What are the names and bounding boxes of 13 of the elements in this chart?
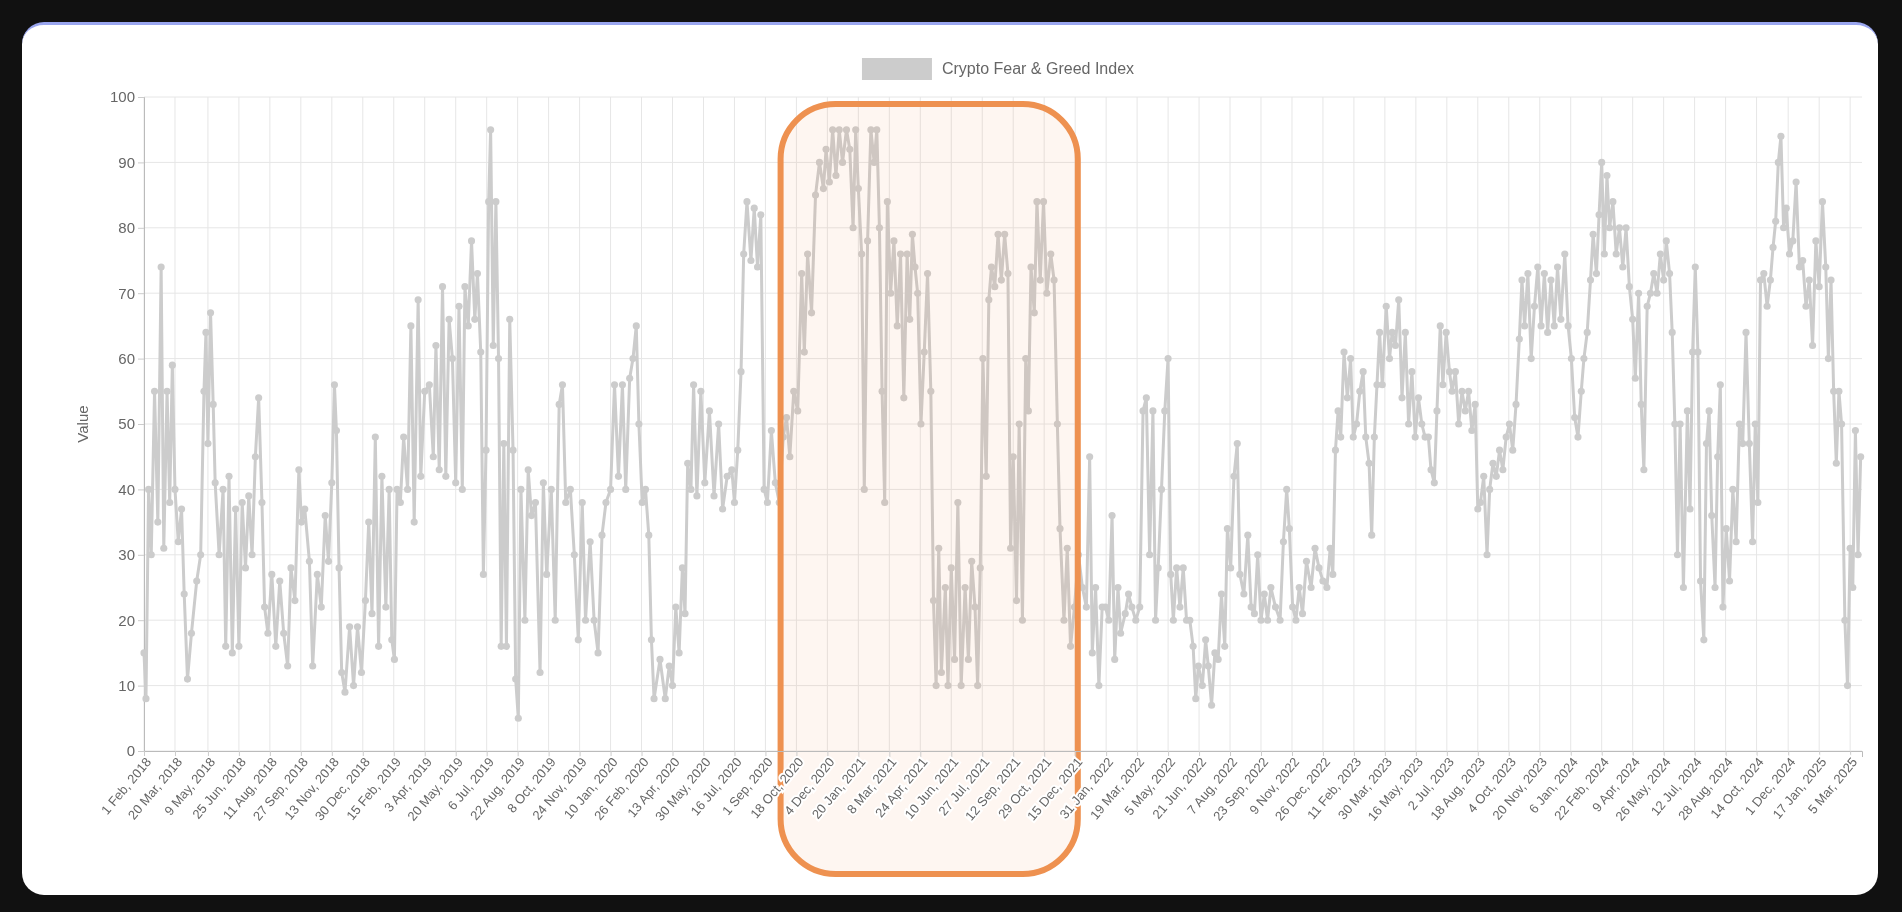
y-tick-label: 60 xyxy=(118,349,135,367)
y-tick-label: 80 xyxy=(118,219,135,237)
y-tick-label: 40 xyxy=(118,480,135,498)
y-tick-label: 20 xyxy=(118,611,135,629)
y-tick-label: 10 xyxy=(118,676,135,694)
y-tick-label: 30 xyxy=(118,546,135,564)
legend-label: Crypto Fear & Greed Index xyxy=(941,60,1135,77)
y-tick-label: 100 xyxy=(109,88,135,106)
y-tick-label: 50 xyxy=(118,415,135,433)
y-tick-label: 70 xyxy=(118,284,135,302)
y-axis-title: Value xyxy=(74,405,91,443)
y-tick-label: 90 xyxy=(118,153,135,171)
y-tick-label: 0 xyxy=(126,742,135,760)
